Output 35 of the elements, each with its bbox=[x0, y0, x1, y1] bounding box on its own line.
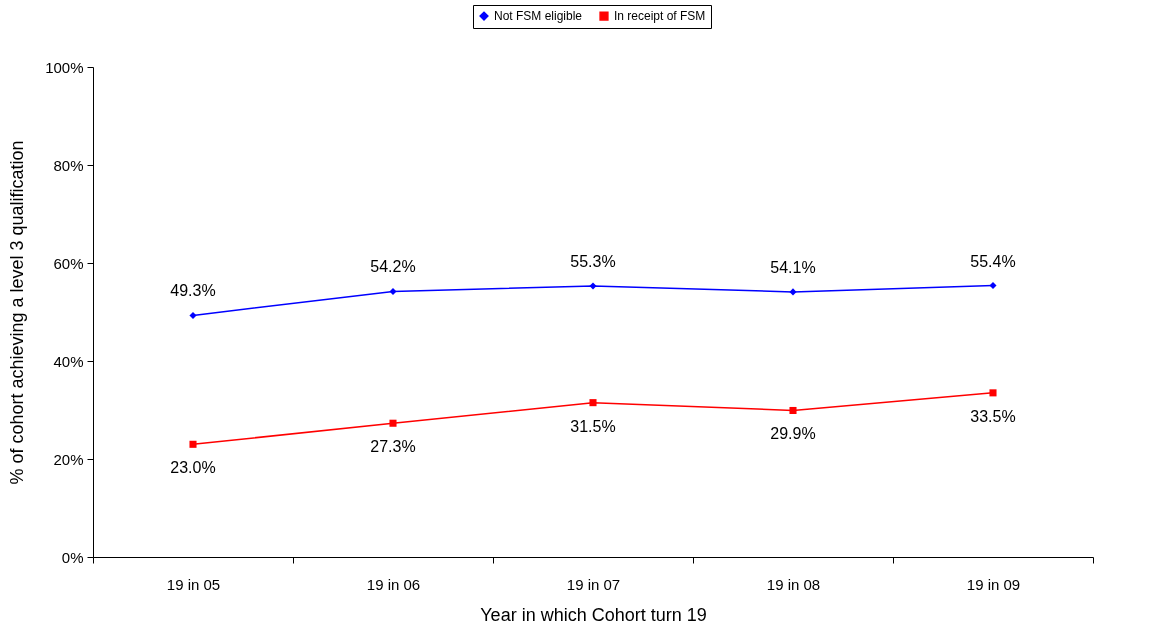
point bbox=[189, 311, 197, 319]
data-label: 29.9% bbox=[770, 425, 816, 443]
x-tick-label: 19 in 09 bbox=[966, 575, 1021, 593]
y-tick-label: 100% bbox=[45, 58, 84, 76]
data-label: 31.5% bbox=[570, 417, 616, 435]
point bbox=[989, 282, 997, 290]
x-axis-title: Year in which Cohort turn 19 bbox=[480, 604, 707, 625]
legend-label: In receipt of FSM bbox=[614, 9, 706, 24]
point bbox=[389, 287, 397, 295]
point bbox=[789, 406, 797, 415]
point bbox=[389, 419, 397, 427]
y-tick-label: 80% bbox=[53, 156, 84, 174]
y-tick-label: 60% bbox=[53, 254, 84, 272]
x-tick-label: 19 in 08 bbox=[766, 575, 821, 593]
data-label: 49.3% bbox=[170, 282, 216, 300]
point bbox=[589, 399, 597, 407]
x-tick-label: 19 in 07 bbox=[566, 575, 621, 593]
data-label: 33.5% bbox=[970, 407, 1016, 425]
y-tick-label: 0% bbox=[61, 548, 84, 566]
y-tick-label: 20% bbox=[53, 450, 84, 468]
x-tick-label: 19 in 05 bbox=[166, 575, 221, 593]
data-label: 55.4% bbox=[970, 252, 1016, 270]
data-label: 27.3% bbox=[370, 438, 416, 456]
data-label: 55.3% bbox=[570, 253, 616, 271]
point bbox=[189, 440, 197, 448]
y-axis-title: % of cohort achieving a level 3 qualification bbox=[7, 140, 28, 485]
point bbox=[989, 389, 997, 397]
x-tick-label: 19 in 06 bbox=[366, 575, 421, 593]
point bbox=[589, 282, 597, 290]
data-label: 54.1% bbox=[770, 258, 816, 276]
y-tick-label: 40% bbox=[53, 352, 84, 370]
data-label: 23.0% bbox=[170, 459, 216, 477]
point bbox=[789, 288, 797, 296]
data-label: 54.2% bbox=[370, 258, 416, 276]
legend-label: Not FSM eligible bbox=[494, 9, 583, 24]
